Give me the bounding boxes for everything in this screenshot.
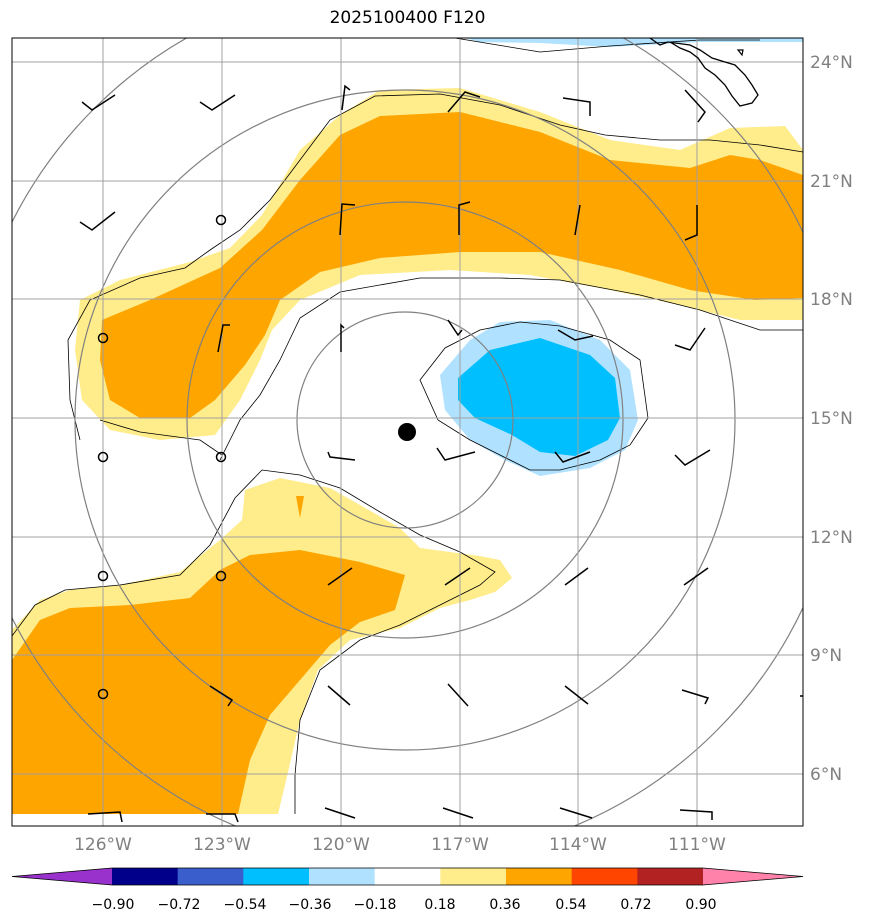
colorbar-tick-label: −0.54 (224, 897, 267, 913)
longitude-labels: 126°W 123°W 120°W 117°W 114°W 111°W (74, 835, 726, 855)
colorbar-tick-label: −0.18 (354, 897, 397, 913)
lon-label: 120°W (312, 835, 370, 855)
colorbar-tick-label: 0.54 (555, 897, 586, 913)
colorbar-segment (506, 868, 573, 885)
colorbar-segment (637, 868, 704, 885)
colorbar-tick-label: 0.18 (424, 897, 455, 913)
colorbar-extend-low (12, 868, 112, 885)
positive-spot (296, 496, 304, 518)
lat-label: 15°N (810, 409, 853, 429)
lon-label: 126°W (74, 835, 132, 855)
lat-label: 12°N (810, 528, 853, 548)
colorbar-tick-label: −0.36 (289, 897, 332, 913)
colorbar-tick-labels: −0.90 −0.72 −0.54 −0.36 −0.18 0.18 0.36 … (92, 897, 717, 913)
map-title: 2025100400 F120 (329, 8, 486, 28)
lat-label: 18°N (810, 290, 853, 310)
colorbar-segment (440, 868, 507, 885)
colorbar-segment (112, 868, 179, 885)
latitude-labels: 24°N 21°N 18°N 15°N 12°N 9°N 6°N (810, 53, 853, 785)
colorbar-tick-label: 0.72 (620, 897, 651, 913)
storm-center-marker (398, 423, 416, 441)
lat-label: 9°N (810, 646, 842, 666)
lon-label: 123°W (193, 835, 251, 855)
range-rings (12, 38, 803, 826)
lat-label: 24°N (810, 53, 853, 73)
colorbar-tick-label: 0.36 (489, 897, 520, 913)
colorbar-segment (177, 868, 244, 885)
colorbar-tick-label: 0.90 (685, 897, 716, 913)
colorbar-segment (243, 868, 310, 885)
colorbar-extend-high (703, 868, 803, 885)
negative-blob-deep (458, 338, 620, 456)
colorbar-outline (11, 867, 804, 886)
colorbar-segment (571, 868, 638, 885)
colorbar (11, 867, 804, 886)
colorbar-tick-label: −0.72 (158, 897, 201, 913)
colorbar-segment (309, 868, 376, 885)
positive-band-north-orange (100, 112, 803, 418)
lon-label: 111°W (668, 835, 726, 855)
lat-label: 6°N (810, 765, 842, 785)
colorbar-tick-label: −0.90 (92, 897, 135, 913)
coastline-islet (736, 49, 744, 57)
lon-label: 117°W (431, 835, 489, 855)
wind-barbs (79, 84, 803, 823)
colorbar-segment (374, 868, 441, 885)
shaded-fields (12, 38, 803, 814)
map-frame (11, 37, 804, 827)
lat-label: 21°N (810, 172, 853, 192)
positive-band-south-orange (12, 550, 405, 814)
coastline (649, 38, 759, 107)
lon-label: 114°W (549, 835, 607, 855)
